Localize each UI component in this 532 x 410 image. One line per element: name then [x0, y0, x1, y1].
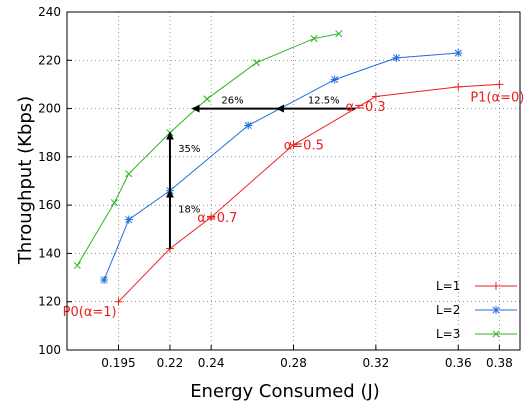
legend-marker [492, 282, 500, 290]
data-point-L=1 [207, 213, 216, 222]
x-axis-title: Energy Consumed (J) [190, 381, 380, 402]
y-tick-label: 140 [38, 246, 61, 260]
series-lines [73, 30, 504, 306]
data-point-L=2 [100, 275, 109, 284]
y-tick-label: 220 [38, 53, 61, 67]
y-tick-label: 180 [38, 150, 61, 164]
y-axis-title: Throughput (Kbps) [15, 96, 36, 265]
data-point-L=3 [73, 261, 81, 270]
data-point-L=3 [110, 199, 118, 207]
grid-lines [67, 11, 520, 351]
y-tick-label: 120 [38, 295, 61, 309]
data-point-L=3 [310, 35, 318, 43]
data-point-L=3 [252, 59, 260, 67]
data-point-L=2 [454, 49, 463, 58]
plot-frame [66, 11, 521, 351]
x-tick-label: 0.22 [157, 356, 184, 370]
point-label: P1(α=0) [470, 90, 524, 105]
point-label: α=0.3 [345, 100, 385, 115]
annotations: 12.5% 26% 18% 35% P1(α=0) α=0.3 α=0.5 α=0.7 P0(α… [63, 90, 525, 320]
data-point-L=1 [495, 80, 504, 89]
point-label: P0(α=1) [63, 305, 117, 320]
x-tick-label: 0.195 [101, 356, 135, 370]
legend: L=1 L=2 L=3 [436, 279, 517, 341]
data-point-L=1 [454, 82, 463, 91]
point-label: α=0.5 [284, 139, 324, 154]
x-tick-label: 0.36 [445, 356, 472, 370]
data-point-L=1 [371, 92, 380, 101]
x-tick-label: 0.38 [486, 356, 513, 370]
legend-label: L=1 [436, 279, 460, 293]
arrow-label: 18% [178, 204, 200, 215]
tick-labels: 0.195 0.22 0.24 0.28 0.32 0.36 0.38 100 120 140 16… [38, 5, 513, 370]
arrow-label: 35% [178, 144, 200, 155]
legend-marker [492, 330, 500, 338]
y-tick-label: 100 [38, 343, 61, 357]
series-line-L=2 [103, 52, 459, 281]
data-point-L=2 [392, 53, 401, 62]
data-point-L=2 [244, 121, 253, 130]
data-point-L=3 [335, 30, 343, 38]
arrow-label: 26% [221, 96, 243, 107]
y-tick-label: 160 [38, 198, 61, 212]
legend-marker [492, 306, 500, 314]
data-point-L=1 [114, 297, 123, 306]
data-point-L=3 [203, 95, 211, 103]
x-tick-label: 0.32 [363, 356, 390, 370]
data-point-L=2 [330, 75, 339, 84]
series-line-L=3 [76, 33, 339, 266]
data-point-L=2 [124, 215, 133, 224]
legend-label: L=2 [436, 303, 460, 317]
y-tick-label: 240 [38, 5, 61, 19]
data-point-L=3 [125, 170, 133, 178]
y-tick-label: 200 [38, 102, 61, 116]
arrow-label: 12.5% [308, 96, 340, 107]
x-tick-label: 0.28 [280, 356, 307, 370]
x-tick-label: 0.24 [198, 356, 225, 370]
data-point-L=1 [289, 140, 298, 149]
legend-label: L=3 [436, 327, 460, 341]
series-line-L=1 [118, 83, 500, 303]
point-label: α=0.7 [197, 211, 237, 226]
